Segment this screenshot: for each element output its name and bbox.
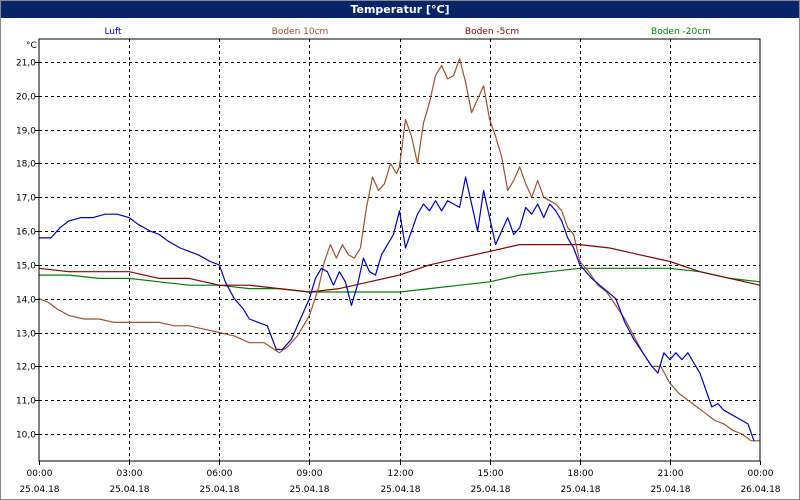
x-tick-label-date: 25.04.18 <box>470 485 510 495</box>
y-tick-label: 11,0 <box>16 397 36 407</box>
x-tick-label-time: 00:00 <box>27 469 53 479</box>
series-line-boden-10cm <box>38 57 760 442</box>
y-tick-label: 10,0 <box>16 431 36 441</box>
y-tick-label: 19,0 <box>16 127 36 137</box>
legend-entry: Boden 10cm <box>272 27 329 37</box>
legend-entry: Luft <box>104 27 122 37</box>
unit-label: °C <box>26 41 37 51</box>
y-tick-label: 12,0 <box>16 363 36 373</box>
x-tick-label-date: 25.04.18 <box>289 485 329 495</box>
x-tick-label-time: 21:00 <box>658 469 684 479</box>
y-tick-label: 14,0 <box>16 296 36 306</box>
series-line-boden-5cm <box>38 244 761 293</box>
y-tick-label: 20,0 <box>16 93 36 103</box>
legend: Luft Boden 10cm Boden -5cm Boden -20cm <box>104 27 711 37</box>
x-tick-label-time: 15:00 <box>478 469 504 479</box>
x-tick-label-time: 09:00 <box>297 469 323 479</box>
x-tick-label-date: 25.04.18 <box>380 485 420 495</box>
grid-lines <box>39 39 760 461</box>
y-tick-label: 21,0 <box>16 59 36 69</box>
series-line-boden-20cm <box>39 267 761 293</box>
x-tick-label-date: 26.04.18 <box>740 485 780 495</box>
chart-title: Temperatur [°C] <box>1 1 799 18</box>
x-tick-label-time: 12:00 <box>388 469 414 479</box>
x-tick-label-date: 25.04.18 <box>199 485 239 495</box>
series-line-luft <box>39 176 755 442</box>
x-tick-label-time: 06:00 <box>207 469 233 479</box>
x-tick-label-date: 25.04.18 <box>19 485 59 495</box>
x-tick-label-time: 00:00 <box>748 469 774 479</box>
x-tick-label-time: 03:00 <box>117 469 143 479</box>
series-lines <box>38 57 761 442</box>
x-tick-label-date: 25.04.18 <box>109 485 149 495</box>
x-tick-label-time: 18:00 <box>568 469 594 479</box>
y-tick-label: 17,0 <box>16 194 36 204</box>
y-tick-label: 18,0 <box>16 160 36 170</box>
legend-entry: Boden -5cm <box>465 27 519 37</box>
legend-entry: Boden -20cm <box>651 27 711 37</box>
x-tick-label-date: 25.04.18 <box>560 485 600 495</box>
y-tick-label: 16,0 <box>16 228 36 238</box>
x-tick-label-date: 25.04.18 <box>650 485 690 495</box>
y-axis: 10,0 11,0 12,0 13,0 14,0 15,0 16,0 17,0 18,0 19,0… <box>16 59 39 441</box>
plot-area-border <box>38 38 761 462</box>
y-tick-label: 15,0 <box>16 262 36 272</box>
x-axis: 00:00 25.04.18 03:00 25.04.18 06:00 25.04.18 0… <box>19 461 781 495</box>
y-tick-label: 13,0 <box>16 330 36 340</box>
